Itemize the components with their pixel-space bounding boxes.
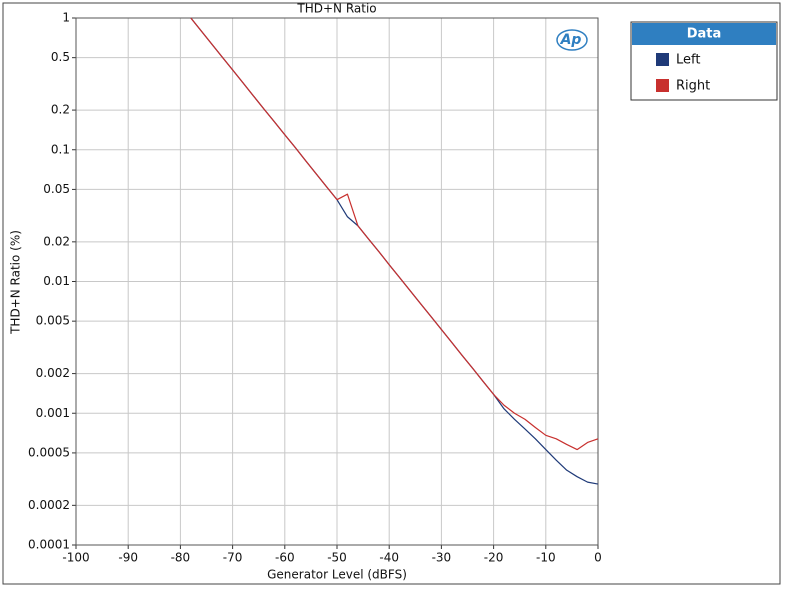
legend-swatch xyxy=(656,53,669,66)
x-tick-label: -50 xyxy=(327,551,347,565)
plot-border xyxy=(75,17,599,546)
y-tick-label: 0.0002 xyxy=(28,498,70,512)
x-tick-label: -100 xyxy=(62,551,89,565)
y-tick-label: 0.5 xyxy=(51,50,70,64)
y-tick-label: 0.01 xyxy=(43,274,70,288)
y-axis-label: THD+N Ratio (%) xyxy=(9,230,23,335)
x-tick-label: -10 xyxy=(536,551,556,565)
y-tick-label: 0.05 xyxy=(43,182,70,196)
y-tick-label: 0.2 xyxy=(51,103,70,117)
legend-header xyxy=(632,23,776,45)
y-tick-label: 0.1 xyxy=(51,142,70,156)
legend-label: Right xyxy=(676,79,710,94)
x-tick-label: -80 xyxy=(171,551,191,565)
y-tick-label: 0.02 xyxy=(43,234,70,248)
x-tick-label: -40 xyxy=(379,551,399,565)
x-tick-label: -20 xyxy=(484,551,504,565)
chart-title: THD+N Ratio xyxy=(296,2,376,16)
x-tick-label: -70 xyxy=(223,551,243,565)
y-tick-label: 0.0001 xyxy=(28,538,70,552)
logo-ring xyxy=(556,29,588,51)
legend-label: Left xyxy=(676,53,700,68)
x-tick-label: -90 xyxy=(118,551,138,565)
y-tick-label: 0.002 xyxy=(36,366,70,380)
legend-title: Data xyxy=(687,27,722,42)
x-tick-label: 0 xyxy=(594,551,602,565)
x-tick-label: -60 xyxy=(275,551,295,565)
y-tick-label: 1 xyxy=(62,11,70,25)
y-tick-label: 0.005 xyxy=(36,314,70,328)
legend-swatch xyxy=(656,79,669,92)
y-tick-label: 0.001 xyxy=(36,406,70,420)
y-tick-label: 0.0005 xyxy=(28,445,70,459)
x-axis-label: Generator Level (dBFS) xyxy=(267,568,407,582)
data-line xyxy=(190,17,599,451)
logo: Ap xyxy=(560,32,582,48)
x-tick-label: -30 xyxy=(432,551,452,565)
